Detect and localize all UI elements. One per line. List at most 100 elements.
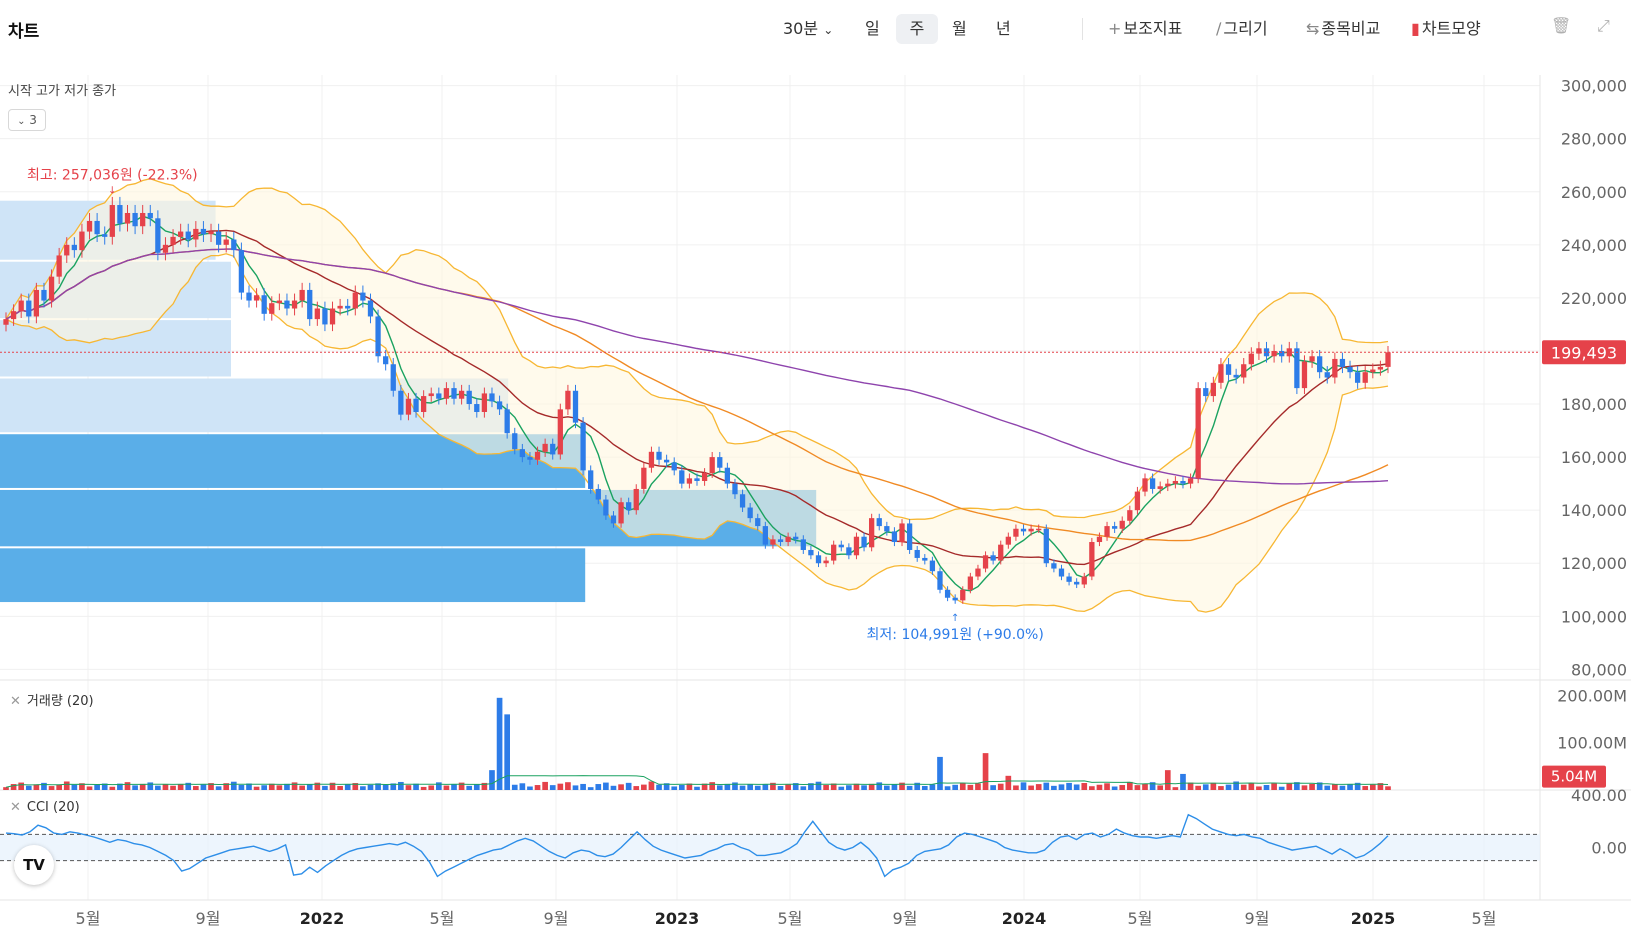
trash-icon[interactable]: 🗑: [1551, 16, 1572, 35]
volume-bar: [314, 782, 321, 790]
close-icon[interactable]: ✕: [10, 694, 21, 709]
candle: [686, 478, 693, 484]
plus-icon: +: [1108, 19, 1122, 38]
time-tick-label: 2024: [1002, 909, 1047, 928]
volume-bar: [625, 782, 632, 790]
volume-bar: [1248, 783, 1255, 790]
candle: [1180, 480, 1186, 484]
candle: [1134, 491, 1141, 511]
volume-bar: [1058, 784, 1065, 790]
compare-arrows-icon: ⇆: [1306, 19, 1320, 38]
candle: [603, 499, 609, 516]
chart-style-button[interactable]: ▮ 차트모양: [1405, 14, 1487, 44]
candle: [884, 526, 890, 532]
bollinger-lower-line: [5, 253, 1389, 613]
tradingview-logo-icon[interactable]: TV: [14, 845, 54, 885]
volume-bar: [1073, 784, 1080, 790]
volume-profile-zone: [0, 548, 586, 603]
candle: [656, 451, 662, 460]
volume-bar: [253, 786, 260, 790]
period-tab-day[interactable]: 일: [865, 19, 880, 38]
volume-bar: [1089, 786, 1095, 790]
draw-button[interactable]: ∕ 그리기: [1210, 14, 1274, 44]
volume-bar: [1081, 783, 1088, 790]
cci-title: CCI (20): [26, 800, 80, 815]
time-tick-label: 2023: [655, 909, 700, 928]
candle: [998, 544, 1004, 561]
low-marker-arrow: ↑: [951, 613, 959, 624]
candle: [200, 228, 207, 235]
candle: [967, 576, 974, 590]
candle: [876, 518, 882, 527]
volume-bar: [565, 782, 571, 790]
volume-bar: [982, 753, 989, 790]
period-tab-week[interactable]: 주: [896, 14, 938, 44]
volume-bar: [246, 783, 252, 790]
candle: [383, 356, 389, 365]
candle: [466, 390, 472, 405]
volume-bar: [990, 785, 996, 790]
candle: [823, 560, 829, 564]
candle: [10, 311, 17, 320]
candle: [147, 212, 153, 219]
candle: [223, 239, 229, 245]
candle: [717, 457, 723, 468]
volume-bar: [997, 783, 1004, 790]
time-tick-label: 2022: [300, 909, 345, 928]
period-tab-month[interactable]: 월: [952, 19, 967, 38]
candle: [420, 396, 427, 412]
time-tick-label: 9월: [893, 909, 918, 928]
candle: [1279, 350, 1285, 357]
candle: [793, 536, 799, 540]
candle: [1248, 353, 1254, 365]
candle: [436, 393, 442, 399]
volume-bar: [724, 783, 731, 790]
candle: [1195, 388, 1201, 479]
candle: [519, 449, 525, 458]
volume-bar: [572, 785, 579, 790]
volume-bar: [921, 785, 928, 790]
candle: [48, 276, 55, 301]
volume-bar: [701, 783, 708, 790]
last-price-value: 199,493: [1551, 343, 1617, 362]
indicator-button[interactable]: + 보조지표: [1102, 14, 1188, 44]
time-tick-label: 5월: [1472, 909, 1497, 928]
candle: [914, 549, 920, 558]
candle: [329, 308, 336, 325]
candle: [185, 231, 191, 240]
compare-button[interactable]: ⇆ 종목비교: [1300, 14, 1386, 44]
candle: [26, 300, 32, 317]
cci-pane-label: ✕ CCI (20): [10, 800, 80, 815]
candle: [557, 409, 563, 455]
volume-bar: [276, 785, 283, 790]
candle: [1324, 372, 1330, 378]
candle: [1362, 372, 1368, 383]
candle: [1377, 366, 1384, 370]
volume-bar: [762, 784, 769, 790]
volume-bar: [1377, 783, 1384, 790]
candle: [299, 289, 305, 301]
expand-icon[interactable]: ⤢: [1597, 16, 1610, 35]
volume-bar: [542, 781, 548, 790]
volume-bar: [155, 785, 161, 790]
volume-bar: [101, 783, 108, 790]
period-tab-year[interactable]: 년: [996, 19, 1011, 38]
volume-bar: [618, 784, 624, 790]
interval-dropdown[interactable]: 30분 ⌄: [777, 14, 839, 44]
volume-bar: [344, 784, 351, 790]
volume-bar: [549, 785, 556, 790]
candle: [701, 473, 708, 481]
volume-bar: [663, 783, 670, 790]
volume-bar: [937, 756, 943, 790]
volume-bar: [79, 783, 85, 790]
candle: [1074, 581, 1080, 585]
volume-bar: [830, 783, 837, 790]
volume-bar: [390, 783, 397, 790]
time-tick-label: 9월: [196, 909, 221, 928]
close-icon[interactable]: ✕: [10, 800, 21, 815]
candle: [588, 470, 594, 489]
candle: [246, 292, 252, 301]
candle: [269, 303, 275, 314]
indicator-collapse-toggle[interactable]: ⌄ 3: [8, 109, 46, 131]
